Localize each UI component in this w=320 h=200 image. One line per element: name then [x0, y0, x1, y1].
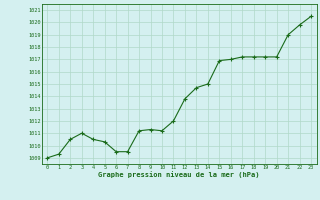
- X-axis label: Graphe pression niveau de la mer (hPa): Graphe pression niveau de la mer (hPa): [99, 171, 260, 178]
